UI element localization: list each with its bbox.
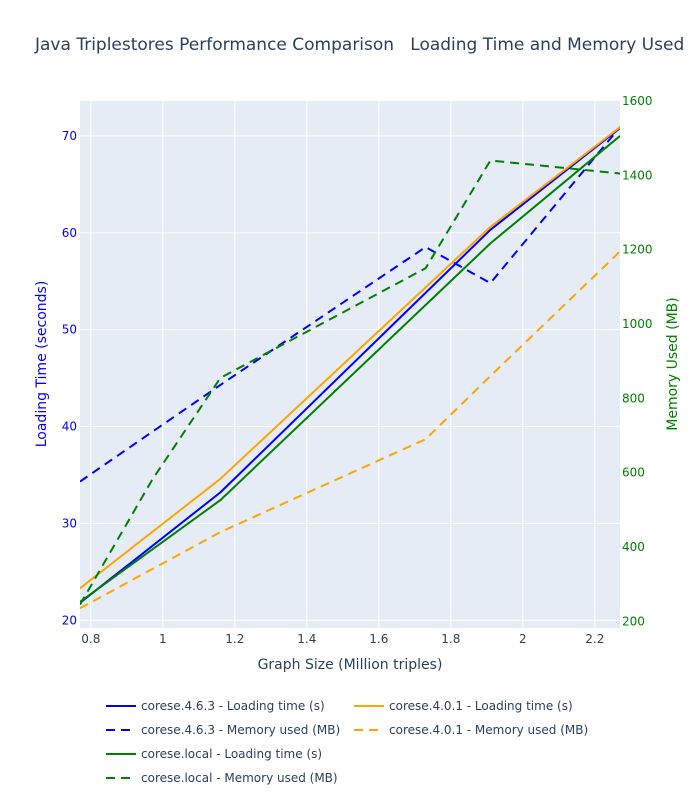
x-tick-label: 1 [159,632,167,646]
y2-tick-label: 1600 [622,94,653,108]
legend-label: corese.4.6.3 - Memory used (MB) [141,723,340,737]
y2-tick-label: 200 [622,614,645,628]
y2-tick-label: 1000 [622,317,653,331]
y2-tick-label: 600 [622,466,645,480]
legend-label: corese.4.0.1 - Memory used (MB) [389,723,588,737]
series-line-3 [80,126,620,590]
y-tick-label: 70 [62,129,77,143]
y-tick-label: 60 [62,226,77,240]
x-tick-label: 1.2 [225,632,244,646]
plot-area [80,101,620,628]
x-tick-label: 1.4 [297,632,316,646]
x-tick-label: 2.2 [585,632,604,646]
series-line-5 [80,135,620,603]
y2-tick-label: 1400 [622,168,653,182]
y-tick-label: 30 [62,516,77,530]
legend-label: corese.local - Loading time (s) [141,747,322,761]
x-tick-label: 1.8 [441,632,460,646]
y2-axis-title: Memory Used (MB) [665,297,681,431]
series-line-1 [80,127,620,604]
y-tick-label: 20 [62,613,77,627]
series-line-4 [80,250,620,610]
legend-label: corese.4.6.3 - Loading time (s) [141,699,325,713]
y-axis-title: Loading Time (seconds) [34,281,50,448]
legend-label: corese.4.0.1 - Loading time (s) [389,699,573,713]
x-axis-title: Graph Size (Million triples) [258,657,443,673]
x-tick-label: 2 [519,632,527,646]
series-line-2 [80,126,620,483]
y-tick-label: 50 [62,323,77,337]
legend: corese.4.6.3 - Loading time (s) corese.4.… [106,699,588,785]
y2-tick-label: 400 [622,540,645,554]
x-tick-label: 0.8 [81,632,100,646]
series-group [80,126,620,610]
legend-label: corese.local - Memory used (MB) [141,771,338,785]
y2-tick-label: 800 [622,391,645,405]
y2-tick-label: 1200 [622,243,653,257]
gridlines [80,101,620,628]
series-line-6 [80,159,620,606]
y-tick-label: 40 [62,420,77,434]
x-tick-label: 1.6 [369,632,388,646]
chart-title: Java Triplestores Performance Comparison… [34,35,684,55]
